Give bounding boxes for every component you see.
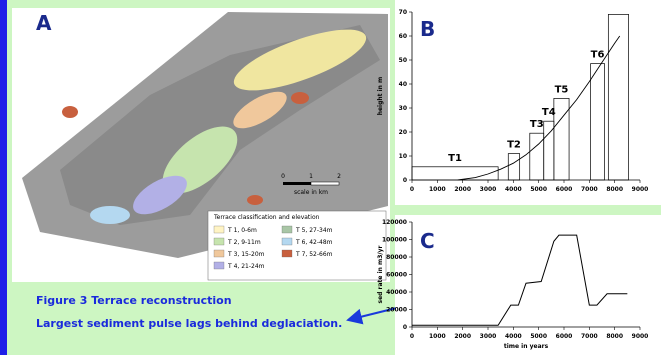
legend-label: T 7, 52-66m: [295, 251, 333, 258]
x-tick-label: 0: [410, 186, 414, 193]
y-tick-label: 40000: [386, 289, 407, 296]
legend-label: T 6, 42-48m: [295, 239, 333, 246]
y-tick-label: 40: [399, 81, 407, 88]
y-tick-label: 80000: [386, 254, 407, 261]
y-axis-label: height in m: [377, 77, 384, 116]
x-tick-label: 5000: [530, 333, 547, 340]
y-tick-label: 120000: [382, 219, 407, 226]
legend-label: T 3, 15-20m: [227, 251, 265, 258]
chart: 0 20000 40000 60000 80000 100000 120000 0 1000 20…: [377, 215, 661, 355]
x-axis-label: time in years: [504, 343, 549, 350]
x-tick-label: 8000: [606, 186, 623, 193]
panel-a: 0 1 2 scale in km Terrace classification…: [12, 8, 390, 282]
terrace-patch: [62, 106, 78, 118]
bar-label: T2: [507, 140, 521, 151]
terrace-patch: [291, 92, 309, 104]
y-tick-label: 30: [399, 105, 407, 112]
bar-label: T3: [530, 119, 544, 130]
scale-tick: 1: [309, 173, 313, 180]
x-tick-label: 2000: [454, 186, 471, 193]
x-tick-label: 1000: [429, 186, 446, 193]
x-tick-label: 9000: [632, 186, 649, 193]
x-tick-label: 4000: [505, 333, 522, 340]
y-tick-label: 60: [399, 33, 407, 40]
page: 0 1 2 scale in km Terrace classification…: [0, 0, 661, 355]
x-tick-label: 3000: [480, 186, 497, 193]
panel-label: B: [420, 17, 435, 41]
y-tick-label: 0: [403, 324, 407, 331]
bar-label: T1: [448, 153, 462, 164]
y-tick-label: 100000: [382, 237, 407, 244]
x-tick-label: 3000: [480, 333, 497, 340]
y-tick-label: 60000: [386, 272, 407, 279]
y-tick-label: 0: [403, 177, 407, 184]
legend-swatch: [214, 226, 224, 233]
y-axis-label: sed rate in m3/yr: [377, 245, 384, 303]
x-tick-label: 4000: [505, 186, 522, 193]
x-tick-label: 5000: [530, 186, 547, 193]
legend-title: Terrace classification and elevation: [213, 214, 320, 221]
bar-label: T5: [555, 84, 569, 95]
y-tick-label: 20: [399, 129, 407, 136]
x-tick-label: 1000: [429, 333, 446, 340]
caption: Largest sediment pulse lags behind degla…: [36, 317, 342, 330]
legend-swatch: [282, 226, 292, 233]
legend-label: T 2, 9-11m: [227, 239, 261, 246]
panel-label: C: [420, 229, 435, 253]
legend-label: T 5, 27-34m: [295, 227, 333, 234]
y-tick-label: 10: [399, 153, 407, 160]
x-tick-label: 7000: [581, 186, 598, 193]
legend-swatch: [282, 250, 292, 257]
x-tick-label: 7000: [581, 333, 598, 340]
y-tick-label: 20000: [386, 307, 407, 314]
scale-label: scale in km: [294, 189, 328, 196]
scale-bar: [283, 182, 311, 185]
legend-label: T 1, 0-6m: [227, 227, 257, 234]
x-tick-label: 2000: [454, 333, 471, 340]
legend-label: T 4, 21-24m: [227, 263, 265, 270]
terrace-patch: [247, 195, 263, 205]
x-tick-label: 6000: [556, 333, 573, 340]
x-tick-label: 6000: [556, 186, 573, 193]
panel-label: A: [36, 11, 52, 35]
legend-swatch: [214, 250, 224, 257]
caption: Figure 3 Terrace reconstruction: [36, 294, 232, 307]
legend-swatch: [214, 262, 224, 269]
terrace-patch: [90, 206, 130, 224]
stripe: [0, 0, 7, 355]
x-tick-label: 9000: [632, 333, 649, 340]
chart: 0 10 20 30 40 50 60 70 0 1000 2000 3000 4000 5000 6000…: [377, 0, 661, 205]
legend-swatch: [282, 238, 292, 245]
legend-swatch: [214, 238, 224, 245]
scale-tick: 0: [281, 173, 285, 180]
y-tick-label: 70: [399, 9, 407, 16]
y-tick-label: 50: [399, 57, 407, 64]
scale-tick: 2: [337, 173, 341, 180]
x-tick-label: 8000: [606, 333, 623, 340]
scale-bar: [311, 182, 339, 185]
bar-label: T6: [591, 50, 605, 61]
x-tick-label: 0: [410, 333, 414, 340]
